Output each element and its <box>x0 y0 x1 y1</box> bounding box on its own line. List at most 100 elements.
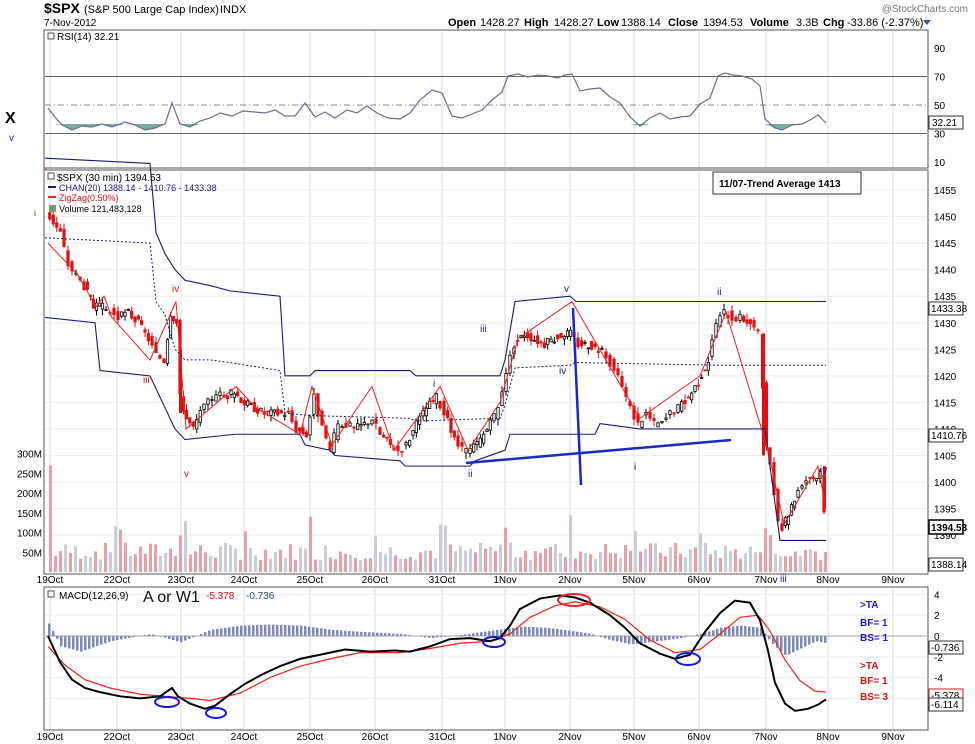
chevron-down-icon[interactable] <box>923 20 931 25</box>
candle-body <box>286 410 290 413</box>
macd-histogram-bar <box>388 633 391 636</box>
watermark: @StockCharts.com <box>882 4 968 15</box>
price-tag-mid-text: 1410.76 <box>931 431 968 442</box>
candle-body <box>576 337 580 348</box>
macd-histogram-bar <box>368 632 371 636</box>
candle-body <box>400 450 404 453</box>
volume-bar <box>534 551 537 572</box>
macd-histogram-bar <box>748 626 751 636</box>
candle-body <box>424 407 428 417</box>
wave-label: iv <box>559 366 566 377</box>
macd-histogram-bar <box>528 626 531 636</box>
macd-histogram-bar <box>576 631 579 636</box>
volume-bar <box>229 544 232 572</box>
candle-body <box>146 333 150 342</box>
macd-histogram-bar <box>396 633 399 636</box>
volume-bar <box>599 552 602 572</box>
candle-body <box>359 424 363 427</box>
macd-histogram-bar <box>752 626 755 636</box>
volume-bar <box>324 545 327 572</box>
macd-histogram-bar <box>724 627 727 636</box>
price-tag-upper <box>928 301 964 316</box>
candle-body <box>492 413 496 422</box>
volume-bar <box>684 557 687 572</box>
macd-note: BS= 3 <box>860 692 889 703</box>
candle-body <box>734 316 738 322</box>
macd-tag-macd-text: -6.114 <box>931 700 959 711</box>
macd-histogram-bar <box>248 625 251 636</box>
volume-bar <box>424 550 427 572</box>
macd-tick-label: 2 <box>934 611 940 622</box>
candle-body <box>336 423 340 441</box>
candle-body <box>123 311 127 317</box>
macd-histogram-bar <box>556 629 559 636</box>
wave-label: iii <box>480 324 487 335</box>
candle-body <box>596 350 600 353</box>
macd-histogram-bar <box>804 636 807 647</box>
candle-body <box>590 340 594 350</box>
volume-bar <box>594 559 597 572</box>
volume-bar <box>219 546 222 572</box>
macd-note: BF= 1 <box>860 618 888 629</box>
candle-body <box>604 351 608 359</box>
price-tick-label: 1430 <box>934 319 957 330</box>
macd-histogram-bar <box>328 629 331 636</box>
macd-histogram-bar <box>800 636 803 649</box>
candle-body <box>70 261 74 272</box>
macd-histogram-bar <box>188 636 191 639</box>
price-tick-label: 1395 <box>934 505 957 516</box>
trend-line <box>465 438 732 465</box>
macd-histogram-bar <box>132 636 135 638</box>
candle-body <box>672 412 676 415</box>
volume-bar <box>794 551 797 572</box>
volume-bar <box>149 543 152 572</box>
macd-histogram-bar <box>244 625 247 636</box>
volume-bar <box>589 554 592 572</box>
volume-bar <box>639 551 642 572</box>
macd-histogram-bar <box>608 636 611 640</box>
macd-legend-signal: -5.378 <box>206 591 235 602</box>
macd-histogram-bar <box>336 630 339 636</box>
volume-bar <box>104 542 107 572</box>
macd-histogram-bar <box>284 625 287 636</box>
wave-label: iv <box>172 284 179 295</box>
candle-body <box>565 330 570 337</box>
trend-average-text: 11/07-Trend Average 1413 <box>719 179 841 190</box>
candle-body <box>140 320 144 325</box>
candle-body <box>396 445 400 452</box>
macd-tag-hist-text: -0.736 <box>931 643 960 654</box>
candle-body <box>456 435 460 447</box>
candle-body <box>158 355 162 359</box>
volume-bar <box>134 554 137 572</box>
macd-histogram-bar <box>252 625 255 636</box>
volume-bar <box>699 533 702 572</box>
x-tick-label: 22Oct <box>104 732 131 743</box>
volume-bar <box>659 552 662 572</box>
volume-bar <box>409 556 412 572</box>
macd-histogram-bar <box>296 625 299 636</box>
x-tick-label: 26Oct <box>362 732 389 743</box>
candle-body <box>522 335 526 338</box>
macd-note: BF= 1 <box>860 676 888 687</box>
price-tag-close-text: 1394.53 <box>931 523 968 534</box>
price-tag-upper-text: 1433.38 <box>931 304 968 315</box>
macd-histogram-bar <box>376 632 379 636</box>
macd-histogram-bar <box>260 624 263 636</box>
candle-body <box>304 431 308 438</box>
macd-histogram-bar <box>584 632 587 636</box>
volume-bar <box>299 547 302 572</box>
candle-body <box>559 333 563 338</box>
high-value: 1428.27 <box>554 17 594 29</box>
volume-bar <box>729 550 732 572</box>
volume-bar <box>824 551 827 572</box>
volume-bar <box>329 557 332 572</box>
rsi-value-tag-text: 32.21 <box>932 118 957 129</box>
macd-histogram-bar <box>672 636 675 640</box>
candle-body <box>290 410 294 422</box>
macd-histogram-bar <box>340 630 343 636</box>
volume-bar <box>274 552 277 572</box>
candle-body <box>165 339 170 364</box>
candle-body <box>632 405 636 420</box>
volume-bar <box>284 557 287 572</box>
price-tag-mid <box>928 428 964 443</box>
